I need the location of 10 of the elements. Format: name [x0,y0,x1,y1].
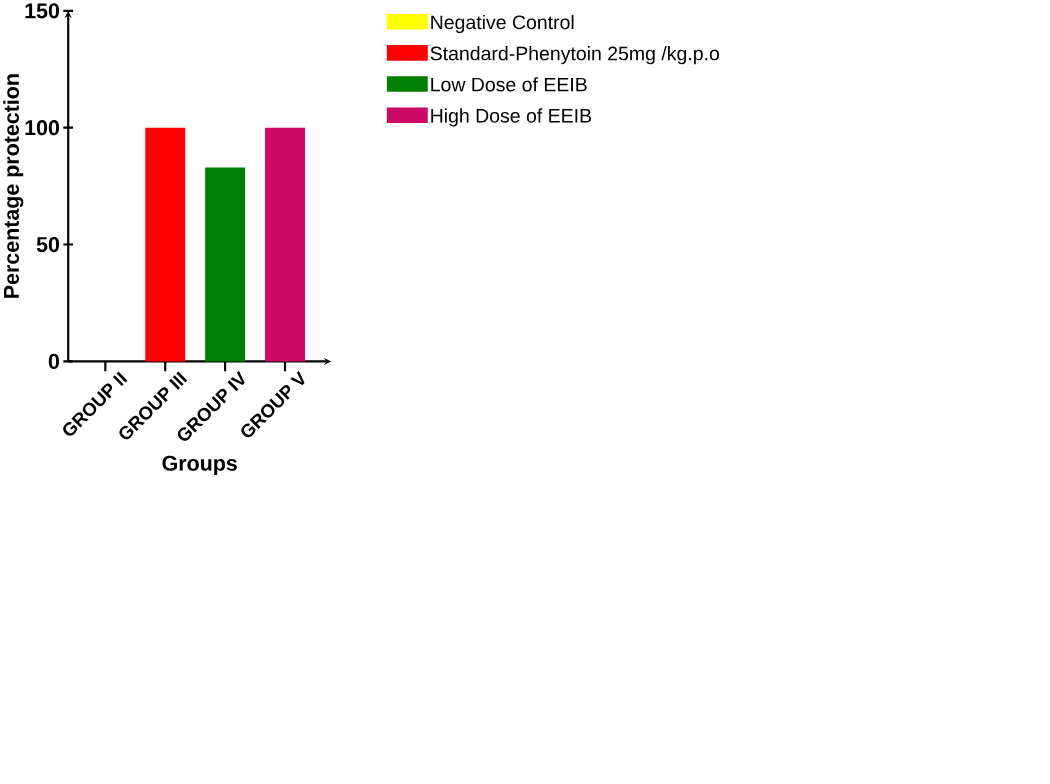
legend-label: Standard-Phenytoin 25mg /kg.p.o [430,45,720,65]
y-tick-label: 150 [25,3,60,19]
y-tick-label: 100 [25,119,60,136]
y-tick-label: 50 [36,236,60,252]
legend-label: High Dose of EEIB [431,108,592,127]
y-axis-title: Percentage protection [3,74,24,298]
y-tick-label: 0 [48,353,60,369]
legend-label: Negative Control [431,14,574,33]
legend-label: Low Dose of EEIB [431,77,587,92]
x-axis-title: Groups [162,455,237,475]
